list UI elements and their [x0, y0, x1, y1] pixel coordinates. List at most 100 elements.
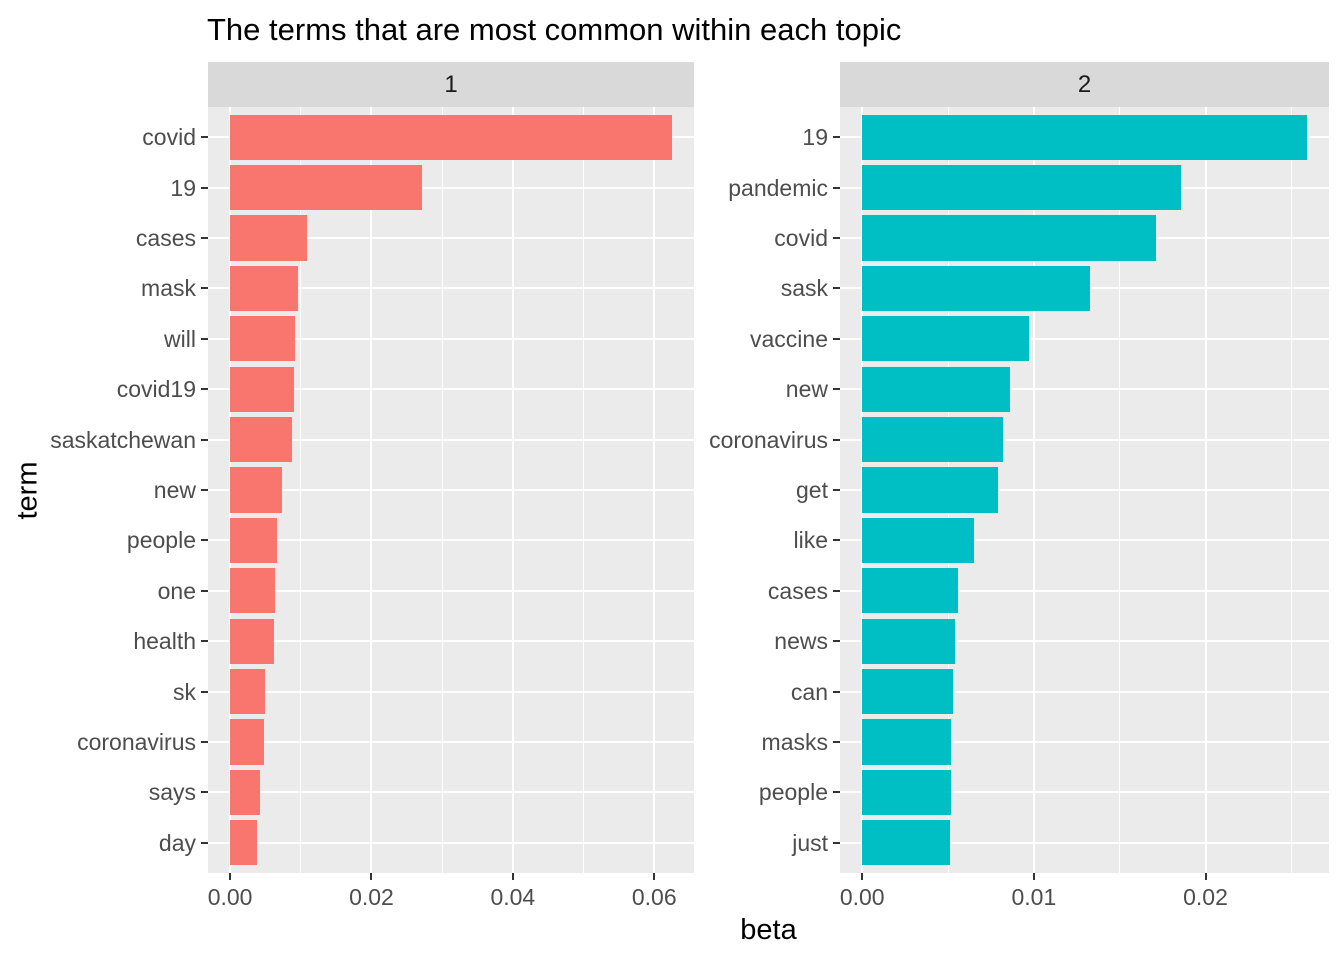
y-axis-tick: [833, 791, 840, 794]
bar: [230, 467, 282, 513]
bar: [230, 719, 264, 765]
y-axis-tick: [833, 740, 840, 743]
x-axis-tick: [653, 873, 656, 880]
y-tick-label: people: [758, 779, 828, 806]
y-tick-label: news: [774, 628, 828, 655]
y-tick-label: covid19: [116, 376, 196, 403]
y-axis-tick: [833, 841, 840, 844]
y-axis-tick: [833, 287, 840, 290]
bar: [862, 668, 954, 715]
y-tick-label: just: [792, 829, 828, 856]
bar: [862, 265, 1091, 312]
x-axis-tick: [1204, 873, 1207, 880]
y-axis-tick: [201, 438, 208, 441]
y-tick-label: can: [790, 678, 828, 705]
y-axis-tick: [201, 841, 208, 844]
bar: [862, 618, 955, 664]
y-tick-label: cases: [767, 577, 828, 604]
gridline-y-major: [208, 640, 694, 643]
x-tick-label: 0.06: [631, 884, 677, 910]
gridline-x-major: [653, 107, 656, 873]
x-tick-label: 0.02: [1183, 884, 1228, 910]
y-axis-tick: [833, 136, 840, 139]
chart-title: The terms that are most common within ea…: [207, 12, 902, 47]
gridline-y-major: [208, 388, 694, 391]
x-tick-label: 0.00: [839, 884, 885, 910]
bar: [230, 316, 296, 362]
bar: [862, 215, 1156, 261]
gridline-x-major: [1032, 107, 1035, 873]
bar: [862, 820, 950, 866]
x-tick-label: 0.00: [207, 884, 253, 910]
y-axis-tick: [201, 287, 208, 290]
y-tick-label: get: [796, 477, 828, 503]
y-tick-label: health: [133, 628, 196, 655]
y-axis-tick: [201, 337, 208, 340]
y-tick-label: sk: [173, 678, 196, 705]
gridline-y-major: [208, 791, 694, 794]
bar: [862, 769, 952, 816]
facet-1-strip: 1: [208, 62, 694, 107]
y-axis-tick: [833, 589, 840, 592]
facet-1-strip-label: 1: [444, 70, 458, 98]
gridline-y-major: [840, 489, 1329, 491]
gridline-y-major: [840, 740, 1329, 743]
bar: [230, 568, 275, 614]
gridline-x-minor: [583, 107, 585, 873]
y-axis-tick: [833, 337, 840, 340]
facet-2-strip-label: 2: [1077, 70, 1092, 98]
x-axis-tick: [861, 873, 864, 880]
y-axis-tick: [201, 539, 208, 542]
bar: [862, 164, 1182, 211]
y-axis-tick: [201, 791, 208, 794]
gridline-x-major: [511, 107, 514, 873]
y-axis-tick: [833, 438, 840, 441]
bar: [230, 618, 274, 664]
y-tick-label: vaccine: [750, 325, 828, 352]
gridline-y-major: [840, 791, 1329, 794]
bar: [230, 265, 298, 312]
x-tick-label: 0.02: [349, 884, 394, 910]
y-axis-tick: [833, 489, 840, 491]
y-axis-tick: [833, 388, 840, 391]
y-axis-tick: [833, 640, 840, 643]
bar: [862, 517, 974, 564]
gridline-y-major: [840, 640, 1329, 643]
y-tick-label: new: [153, 477, 196, 503]
y-tick-label: day: [158, 829, 196, 856]
bar: [230, 215, 308, 261]
bar: [862, 467, 998, 513]
gridline-y-major: [208, 690, 694, 693]
y-tick-label: says: [148, 779, 196, 806]
gridline-x-minor: [1290, 107, 1292, 873]
gridline-x-minor: [300, 107, 302, 873]
gridline-y-major: [208, 841, 694, 844]
bar: [862, 114, 1307, 160]
bar: [862, 416, 1003, 463]
bar: [230, 517, 277, 564]
gridline-x-minor: [441, 107, 443, 873]
gridline-y-major: [840, 690, 1329, 693]
y-tick-label: covid: [142, 124, 196, 151]
y-axis-tick: [201, 640, 208, 643]
bar: [230, 820, 257, 866]
y-tick-label: one: [157, 577, 196, 604]
gridline-y-major: [208, 539, 694, 542]
y-axis-tick: [833, 237, 840, 240]
y-tick-label: saskatchewan: [50, 426, 196, 453]
gridline-y-major: [208, 337, 694, 340]
y-tick-label: mask: [141, 275, 196, 302]
y-axis-tick: [201, 589, 208, 592]
gridline-y-major: [840, 337, 1329, 340]
y-tick-label: 19: [802, 124, 828, 151]
y-axis-tick: [201, 489, 208, 491]
y-axis-tick: [201, 740, 208, 743]
bar: [862, 719, 952, 765]
y-tick-label: coronavirus: [709, 426, 828, 453]
x-tick-label: 0.01: [1011, 884, 1057, 910]
gridline-y-major: [208, 287, 694, 290]
gridline-y-major: [840, 388, 1329, 391]
bar: [862, 366, 1010, 412]
y-tick-label: coronavirus: [77, 728, 196, 755]
gridline-x-minor: [1119, 107, 1121, 873]
